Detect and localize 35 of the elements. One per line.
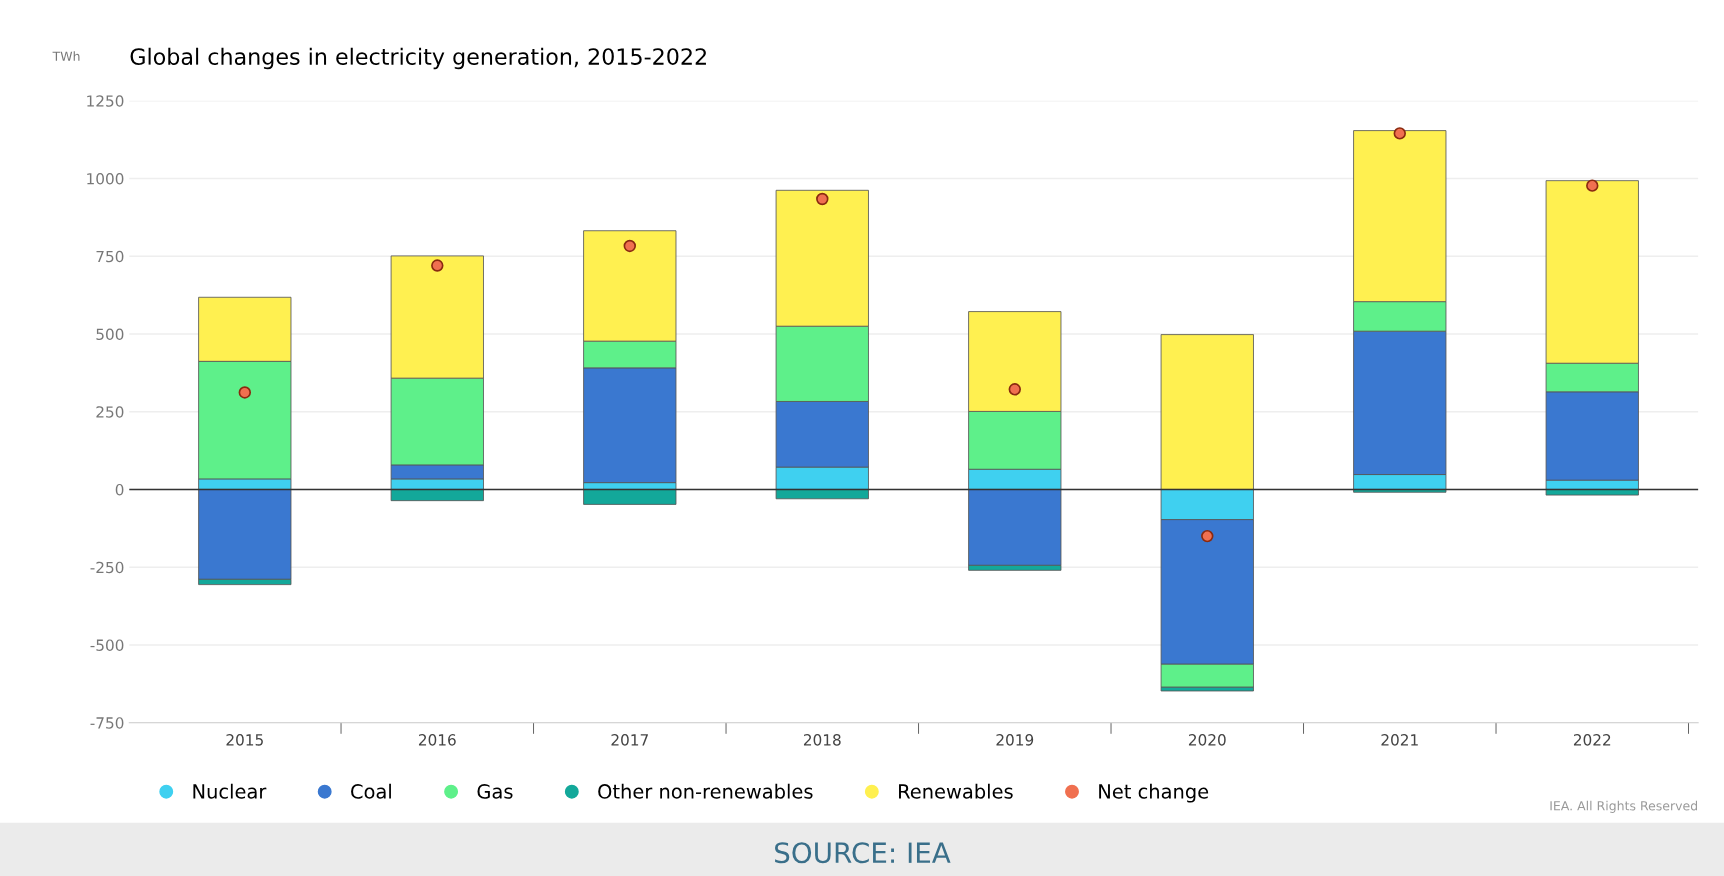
y-axis-title: TWh	[52, 51, 80, 61]
x-tick-label: 2017	[611, 734, 648, 746]
y-tick-label: 1000	[87, 172, 124, 185]
legend-label: Nuclear	[193, 783, 267, 799]
chart-title: Global changes in electricity generation, 2015-2022	[130, 47, 706, 70]
point	[1393, 127, 1406, 140]
x-tick-label: 2015	[226, 734, 263, 746]
legend-label: Coal	[351, 783, 391, 799]
text: IEA. All Rights Reserved	[1550, 800, 1697, 813]
y-tick-label: -250	[90, 561, 124, 574]
source-note: SOURCE: IEA	[775, 842, 951, 864]
legend-label: Other non-renewables	[598, 783, 813, 799]
y-tick-label: -750	[90, 717, 124, 729]
x-tick-label: 2022	[1573, 734, 1611, 746]
y-tick-label: -500	[90, 639, 124, 651]
point	[623, 239, 637, 253]
y-tick-label: 750	[96, 250, 124, 263]
legend-label: Gas	[477, 784, 513, 799]
legend-label: Renewables	[899, 783, 1013, 799]
x-tick-label: 2020	[1188, 734, 1226, 746]
point	[1586, 179, 1599, 192]
y-tick-label: 1250	[87, 95, 124, 107]
y-tick-label: 500	[96, 328, 124, 340]
y-tick-label: 250	[96, 406, 124, 418]
point	[816, 192, 829, 206]
point	[238, 386, 252, 399]
x-tick-label: 2016	[418, 734, 456, 746]
point	[431, 259, 444, 272]
x-tick-label: 2021	[1381, 734, 1418, 746]
x-tick-label: 2018	[803, 734, 841, 746]
point	[1008, 383, 1021, 396]
y-tick-label: 0	[115, 483, 124, 496]
x-tick-label: 2019	[996, 734, 1034, 746]
point	[1201, 529, 1214, 543]
legend-label: Net change	[1099, 783, 1209, 803]
